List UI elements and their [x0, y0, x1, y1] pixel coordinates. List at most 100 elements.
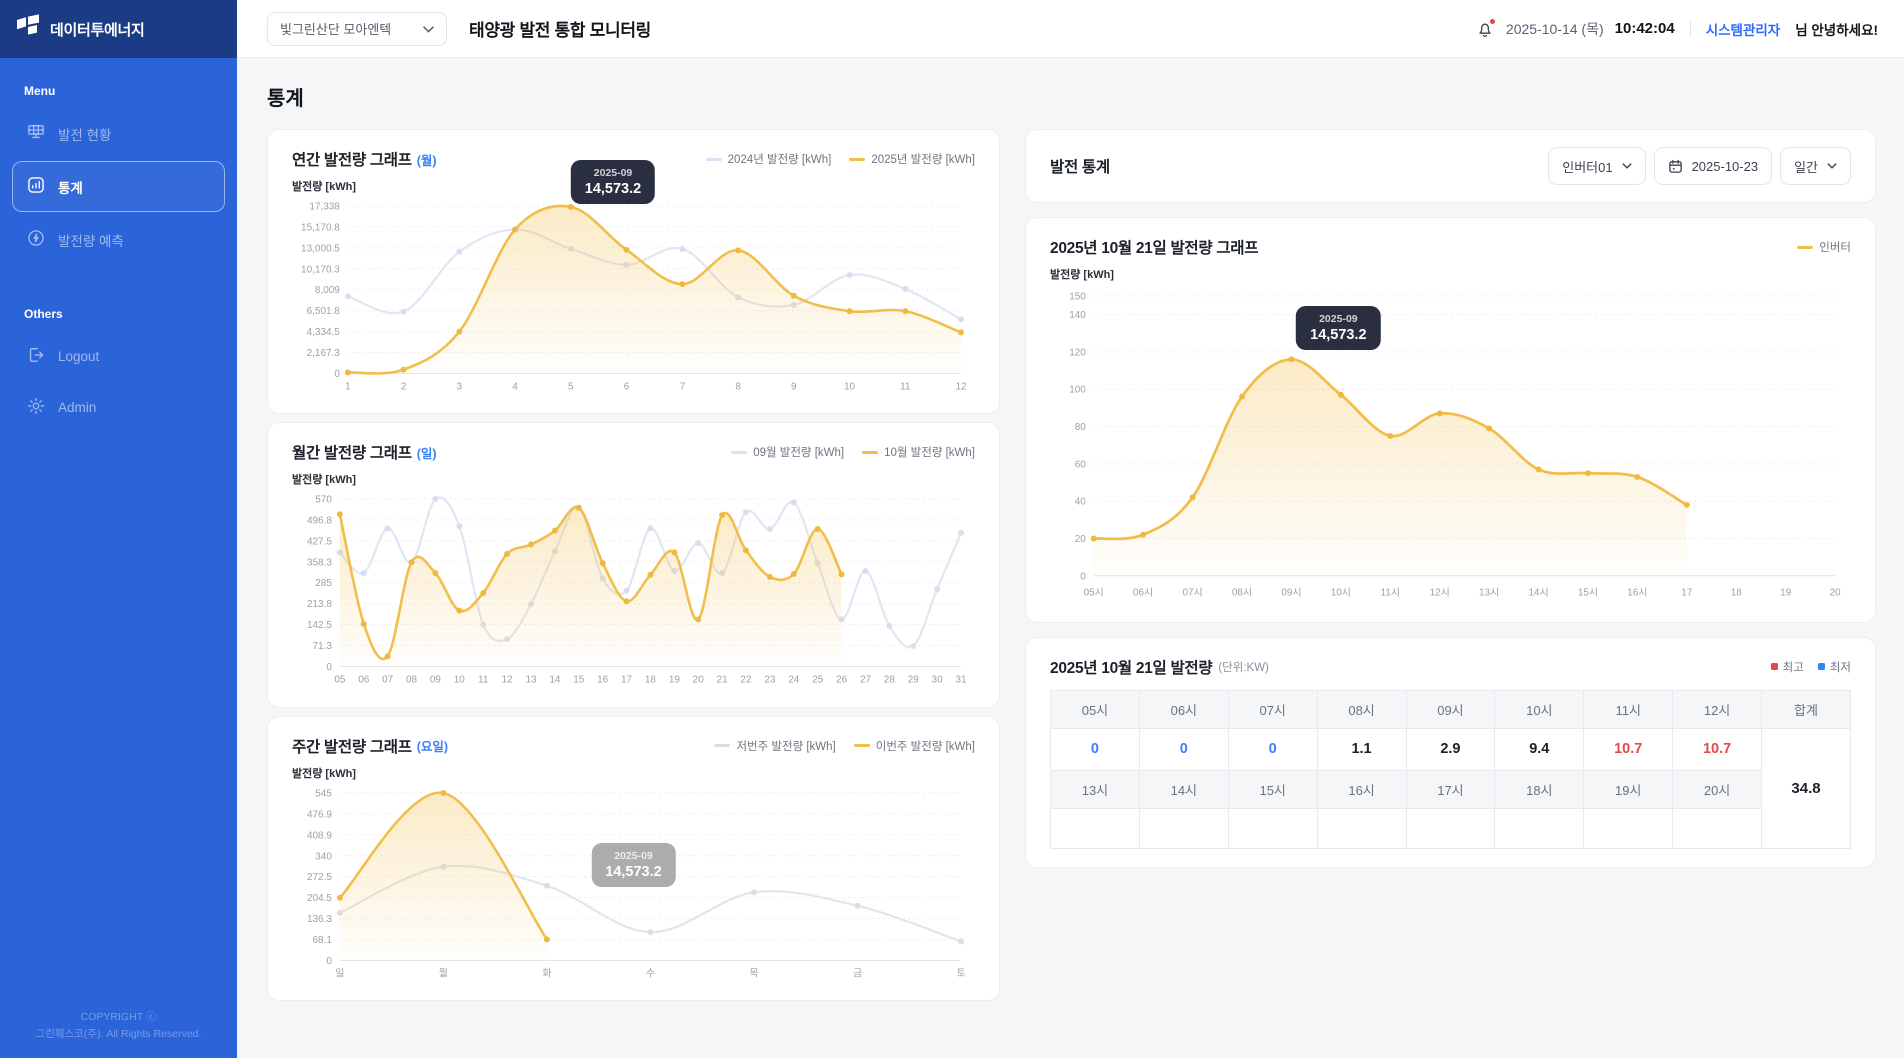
svg-text:142.5: 142.5	[307, 620, 332, 631]
svg-text:285: 285	[315, 579, 332, 590]
gear-icon	[26, 396, 46, 419]
chart-tooltip: 2025-09 14,573.2	[591, 842, 676, 887]
copyright-line-2: 그린훼스코(주). All Rights Reserved.	[35, 1027, 202, 1040]
sidebar-item-statistics[interactable]: 통계	[12, 161, 225, 212]
chart-legend: 저번주 발전량 [kWh] 이번주 발전량 [kWh]	[714, 738, 975, 754]
table-legend: 최고 최저	[1770, 659, 1851, 675]
svg-text:14: 14	[549, 675, 561, 686]
site-select-dropdown[interactable]: 빛그린산단 모아엔텍	[267, 11, 447, 46]
current-user-link[interactable]: 시스템관리자	[1705, 22, 1781, 38]
sidebar-item-label: Logout	[58, 349, 100, 364]
annual-generation-card: 연간 발전량 그래프 (월) 2024년 발전량 [kWh] 2025년 발전량…	[267, 129, 1000, 415]
date-picker[interactable]: 2025-10-23	[1653, 147, 1773, 185]
svg-text:40: 40	[1075, 497, 1087, 508]
svg-text:8: 8	[735, 381, 741, 392]
table-value-row-1: 0 0 0 1.1 2.9 9.4 10.7 10.7 34.8	[1050, 727, 1851, 849]
logo-icon	[15, 13, 41, 45]
high-marker	[1770, 663, 1778, 671]
svg-text:68.1: 68.1	[312, 935, 332, 946]
svg-text:월: 월	[439, 967, 448, 979]
legend-swatch-thisweek	[853, 744, 870, 748]
svg-text:20: 20	[693, 675, 705, 686]
svg-text:27: 27	[860, 675, 872, 686]
daily-generation-chart[interactable]: 0 20 40 60 80 100 120 140 150 05시 06시 07시 08시 09시 10시 1…	[1050, 284, 1851, 602]
svg-text:09: 09	[430, 675, 442, 686]
notification-bell-icon[interactable]	[1475, 17, 1496, 39]
svg-text:19: 19	[1780, 588, 1792, 599]
chart-title-suffix: (월)	[416, 153, 437, 168]
sidebar-item-label: 발전 현황	[58, 127, 112, 143]
svg-text:08시: 08시	[1232, 588, 1252, 599]
svg-text:26: 26	[836, 675, 848, 686]
date-picker-value: 2025-10-23	[1691, 158, 1759, 174]
sidebar-item-label: Admin	[58, 400, 97, 415]
left-column: 연간 발전량 그래프 (월) 2024년 발전량 [kWh] 2025년 발전량…	[267, 129, 1000, 1009]
svg-text:15: 15	[573, 675, 585, 686]
tooltip-value: 14,573.2	[1310, 327, 1367, 344]
hour-header: 08시	[1316, 689, 1407, 729]
hour-header: 16시	[1316, 769, 1407, 809]
hour-header: 13시	[1050, 769, 1140, 809]
y-axis-label: 발전량 [kWh]	[292, 181, 356, 193]
chart-legend: 인버터	[1797, 239, 1851, 255]
panel-title: 발전 통계	[1050, 159, 1110, 176]
svg-text:16시: 16시	[1627, 588, 1647, 599]
hour-header: 19시	[1583, 769, 1674, 809]
logout-icon	[26, 345, 46, 368]
svg-text:80: 80	[1075, 422, 1087, 433]
daily-generation-table-card: 2025년 10월 21일 발전량 (단위:KW) 최고 최저 05시 06시 …	[1025, 636, 1876, 868]
svg-text:수: 수	[646, 967, 655, 979]
svg-text:11: 11	[900, 381, 911, 392]
legend-swatch-2024	[705, 157, 722, 161]
hour-value: 9.4	[1494, 727, 1585, 771]
chevron-down-icon	[1622, 163, 1632, 169]
hour-value: 1.1	[1316, 727, 1407, 771]
table-unit: (단위:KW)	[1218, 661, 1269, 674]
inverter-select[interactable]: 인버터01	[1548, 147, 1646, 185]
svg-text:목: 목	[749, 967, 758, 979]
annual-generation-chart[interactable]: 0 2,167.3 4,334.5 6,501.8 8,009 10,170.3 13,00…	[292, 160, 975, 395]
content: 통계 연간 발전량 그래프 (월) 2024년 발전량 [kWh] 2025년 …	[237, 58, 1904, 1058]
hour-header: 11시	[1583, 689, 1674, 729]
panel-controls: 인버터01 2025-10-23 일간	[1548, 147, 1851, 185]
svg-text:11: 11	[478, 675, 489, 686]
hour-header: 05시	[1050, 689, 1140, 729]
monthly-generation-chart[interactable]: 0 71.3 142.5 213.8 285 358.3 427.5 496.8 570 05 06…	[292, 489, 975, 688]
svg-text:408.9: 408.9	[307, 830, 332, 841]
legend-label: 2024년 발전량 [kWh]	[727, 154, 832, 166]
hour-value: 0	[1227, 727, 1318, 771]
svg-text:12: 12	[955, 381, 967, 392]
svg-text:13,000.5: 13,000.5	[301, 243, 340, 254]
hour-header: 17시	[1405, 769, 1496, 809]
hour-value: 0	[1050, 727, 1140, 771]
svg-text:100: 100	[1069, 385, 1086, 396]
legend-swatch-inverter	[1797, 245, 1814, 249]
table-title: 2025년 10월 21일 발전량	[1050, 659, 1213, 677]
svg-text:21: 21	[717, 675, 729, 686]
site-select-value: 빛그린산단 모아엔텍	[280, 22, 392, 37]
sidebar-item-admin[interactable]: Admin	[12, 384, 225, 431]
notification-badge	[1488, 17, 1496, 25]
app-title: 태양광 발전 통합 모니터링	[469, 21, 652, 40]
svg-text:23: 23	[764, 675, 776, 686]
topbar-right: 2025-10-14 (목) 10:42:04 시스템관리자 님 안녕하세요!	[1475, 17, 1878, 39]
table-header-row-1: 05시 06시 07시 08시 09시 10시 11시 12시 합계	[1050, 689, 1851, 729]
sidebar-item-generation-status[interactable]: 발전 현황	[12, 110, 225, 157]
sidebar-item-generation-forecast[interactable]: 발전량 예측	[12, 216, 225, 263]
tooltip-value: 14,573.2	[584, 181, 642, 198]
sidebar-item-logout[interactable]: Logout	[12, 333, 225, 380]
chart-legend: 09월 발전량 [kWh] 10월 발전량 [kWh]	[731, 444, 975, 460]
chevron-down-icon	[423, 21, 434, 36]
weekly-generation-chart[interactable]: 0 68.1 136.3 204.5 272.5 340 408.9 476.9 545 일 월 화 수…	[292, 783, 975, 982]
svg-text:7: 7	[680, 381, 686, 392]
table-value-row-2	[1050, 807, 1851, 849]
legend-label: 저번주 발전량 [kWh]	[736, 740, 836, 753]
hour-value: 10.7	[1672, 727, 1762, 771]
legend-label: 인버터	[1819, 242, 1851, 254]
legend-label: 10월 발전량 [kWh]	[884, 447, 975, 460]
svg-text:17,338: 17,338	[309, 201, 340, 212]
period-select[interactable]: 일간	[1780, 147, 1851, 185]
hour-header: 10시	[1494, 689, 1585, 729]
total-value: 34.8	[1761, 727, 1851, 849]
page-title: 통계	[267, 88, 304, 110]
